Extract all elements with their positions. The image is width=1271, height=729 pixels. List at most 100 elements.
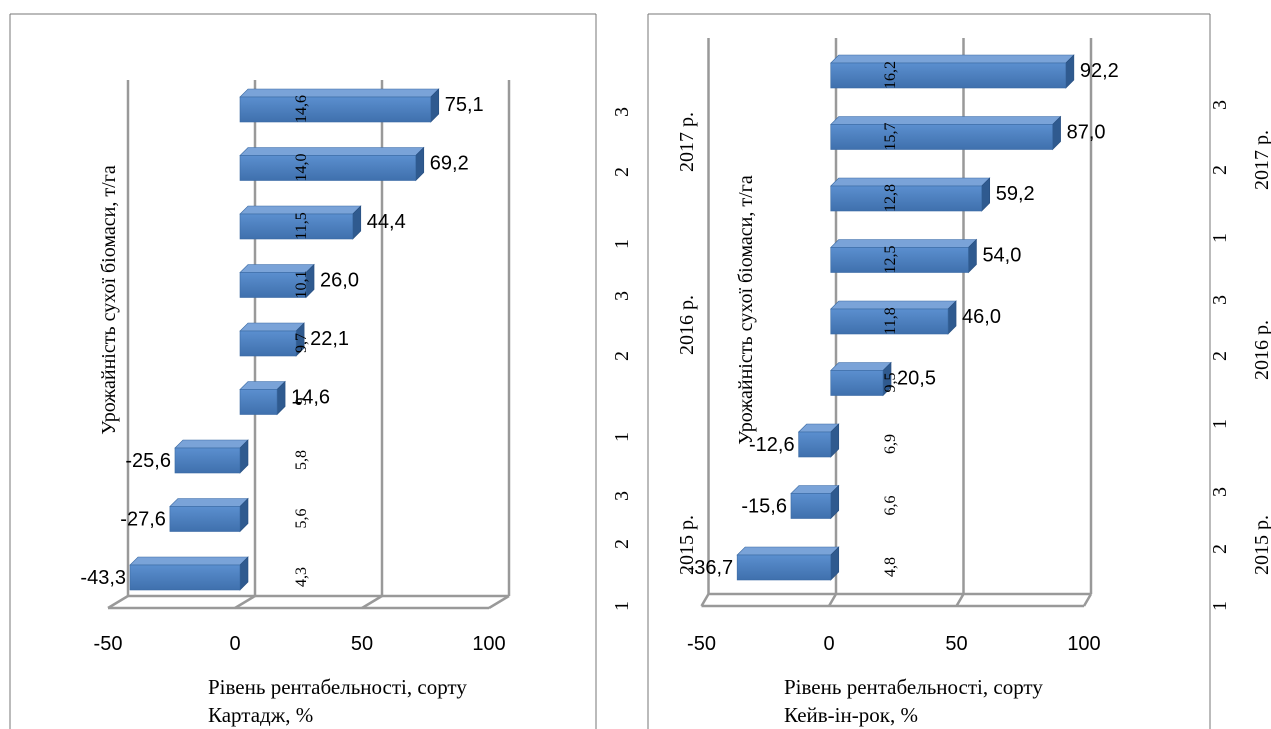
chart2-yield-label-8: 4,8 bbox=[882, 557, 899, 577]
chart1-text: Урожайність сухої біомаси, т/га Рівень р… bbox=[98, 165, 467, 727]
chart1-bar-2 bbox=[239, 213, 354, 240]
chart2-bar-top-0 bbox=[830, 54, 1075, 64]
chart2-yield-label-2: 12,8 bbox=[882, 184, 899, 212]
chart2-value-label-6: -12,6 bbox=[749, 434, 795, 456]
chart2-right-year-2016: 2016 р. bbox=[1251, 320, 1271, 380]
chart1-bar-8 bbox=[129, 564, 241, 591]
chart2-value-label-4: 46,0 bbox=[962, 306, 1001, 328]
chart2-value-label-7: -15,6 bbox=[741, 496, 787, 518]
chart1-value-label-0: 75,1 bbox=[445, 94, 484, 116]
chart2-right-cat-7: 1 bbox=[1209, 233, 1231, 243]
chart2-bar-top-1 bbox=[830, 116, 1062, 125]
chart1-bar-top-0 bbox=[239, 88, 440, 98]
chart2-xlabel-line2: Кейв-ін-рок, % bbox=[784, 703, 918, 727]
chart2-left-cat-6: 3 bbox=[611, 291, 633, 301]
chart1-bar-top-4 bbox=[239, 322, 305, 332]
chart1-value-label-8: -43,3 bbox=[80, 567, 126, 589]
chart2-left-year-2016: 2016 р. bbox=[676, 295, 698, 355]
chart2-value-label-5: 20,5 bbox=[897, 368, 936, 390]
chart1-x-tick-label-2: 50 bbox=[351, 633, 373, 655]
chart2-bar-1 bbox=[830, 124, 1053, 150]
chart1-bars: -50 0 50 100 75,1 14,6 69,2 14,0 44,4 11,5 26,0 10,… bbox=[80, 88, 506, 655]
chart1-bar-0 bbox=[239, 96, 432, 123]
chart2-bar-6 bbox=[798, 431, 832, 458]
chart2-value-label-3: 54,0 bbox=[982, 245, 1021, 267]
chart1-x-tick-label-3: 100 bbox=[472, 633, 505, 655]
chart2-bar-4 bbox=[830, 308, 949, 335]
chart1-value-label-5: 14,6 bbox=[291, 387, 330, 409]
chart2-right-year-2017: 2017 р. bbox=[1251, 130, 1271, 190]
chart1-bar-1 bbox=[239, 155, 417, 181]
chart2-bar-top-8 bbox=[736, 546, 840, 556]
chart2-bar-top-3 bbox=[830, 239, 978, 248]
chart2-left-cat-5: 2 bbox=[611, 351, 633, 361]
chart2-bars: -50 0 50 100 92,2 16,2 87,0 15,7 59,2 12,8 54,0 12,… bbox=[687, 54, 1119, 655]
chart2-yield-label-0: 16,2 bbox=[882, 61, 899, 89]
chart1-bar-3 bbox=[239, 272, 307, 298]
chart1-yield-label-2: 11,5 bbox=[293, 212, 310, 239]
chart2-yield-label-1: 15,7 bbox=[882, 123, 899, 151]
chart2-right-cat-9: 3 bbox=[1209, 100, 1231, 110]
chart1-floor-grid-3 bbox=[488, 594, 510, 610]
chart2-left-cat-3: 3 bbox=[611, 491, 633, 501]
chart2-floor-grid-2 bbox=[955, 593, 965, 607]
chart2-yield-label-6: 6,9 bbox=[882, 434, 899, 454]
chart2-yield-label-7: 6,6 bbox=[882, 496, 899, 516]
chart2-x-tick-label-0: -50 bbox=[687, 633, 716, 655]
chart2-value-label-0: 92,2 bbox=[1080, 60, 1119, 82]
chart2-right-cat-3: 3 bbox=[1209, 487, 1231, 497]
chart1-yield-label-6: 5,8 bbox=[293, 450, 310, 470]
chart1-xlabel-line2: Картадж, % bbox=[208, 703, 313, 727]
chart2-right-cat-8: 2 bbox=[1209, 165, 1231, 175]
chart2-bar-2 bbox=[830, 185, 983, 212]
chart1-yield-label-8: 4,3 bbox=[293, 567, 310, 587]
chart2-bar-0 bbox=[830, 62, 1067, 89]
chart1-bar-7 bbox=[169, 506, 241, 532]
chart2-ylabel: Урожайність сухої біомаси, т/га bbox=[735, 175, 757, 445]
chart2-left-cat-2: 2 bbox=[611, 539, 633, 549]
chart1-floor-grid-2 bbox=[361, 594, 383, 610]
chart2-left-cat-9: 3 bbox=[611, 107, 633, 117]
chart2-yield-label-4: 11,8 bbox=[882, 307, 899, 334]
chart2-floor-grid-0 bbox=[700, 593, 710, 607]
chart2-floor-grid-1 bbox=[827, 593, 838, 607]
chart2-left-year-2017: 2017 р. bbox=[676, 112, 698, 172]
chart1-value-label-2: 44,4 bbox=[367, 211, 406, 233]
chart2-bar-5 bbox=[830, 370, 884, 396]
chart2-yield-label-3: 12,5 bbox=[882, 246, 899, 274]
chart1-yield-label-7: 5,6 bbox=[293, 509, 310, 529]
chart2-floor-grid-3 bbox=[1082, 593, 1093, 607]
chart1-floor-grid-1 bbox=[234, 594, 256, 610]
chart2-left-cat-8: 2 bbox=[611, 167, 633, 177]
chart2-xlabel-line1: Рівень рентабельності, сорту bbox=[784, 675, 1043, 699]
chart1-value-label-4: 22,1 bbox=[310, 328, 349, 350]
chart1-yield-label-5: 9 bbox=[293, 398, 310, 406]
chart2-right-cat-5: 2 bbox=[1209, 351, 1231, 361]
chart1-ylabel: Урожайність сухої біомаси, т/га bbox=[98, 165, 120, 435]
chart2-bar-7 bbox=[790, 493, 832, 519]
chart1-yield-label-3: 10,1 bbox=[293, 271, 310, 299]
chart1-bar-top-6 bbox=[174, 439, 249, 449]
chart1-x-tick-label-1: 0 bbox=[229, 633, 240, 655]
chart1-value-label-3: 26,0 bbox=[320, 270, 359, 292]
chart2-value-label-1: 87,0 bbox=[1067, 122, 1106, 144]
chart1-bar-top-8 bbox=[129, 556, 249, 566]
chart2-x-tick-label-3: 100 bbox=[1067, 633, 1100, 655]
chart1-yield-label-0: 14,6 bbox=[293, 95, 310, 123]
chart2-bar-3 bbox=[830, 247, 969, 273]
chart2-text: Урожайність сухої біомаси, т/га Рівень р… bbox=[611, 100, 1271, 727]
chart2-value-label-2: 59,2 bbox=[996, 183, 1035, 205]
chart1-yield-label-1: 14,0 bbox=[293, 154, 310, 182]
chart2-left-cat-7: 1 bbox=[611, 239, 633, 249]
chart2-right-cat-6: 3 bbox=[1209, 295, 1231, 305]
chart1-floor-grid-0 bbox=[107, 594, 129, 610]
chart2-x-tick-label-2: 50 bbox=[945, 633, 967, 655]
chart1-value-label-6: -25,6 bbox=[125, 450, 171, 472]
chart2-right-cat-4: 1 bbox=[1209, 419, 1231, 429]
chart2-left-cat-4: 1 bbox=[611, 432, 633, 442]
chart1-bar-4 bbox=[239, 330, 297, 357]
chart2-left-year-2015: 2015 р. bbox=[676, 515, 698, 575]
chart2-right-year-2015: 2015 р. bbox=[1251, 515, 1271, 575]
chart2-x-tick-label-1: 0 bbox=[823, 633, 834, 655]
